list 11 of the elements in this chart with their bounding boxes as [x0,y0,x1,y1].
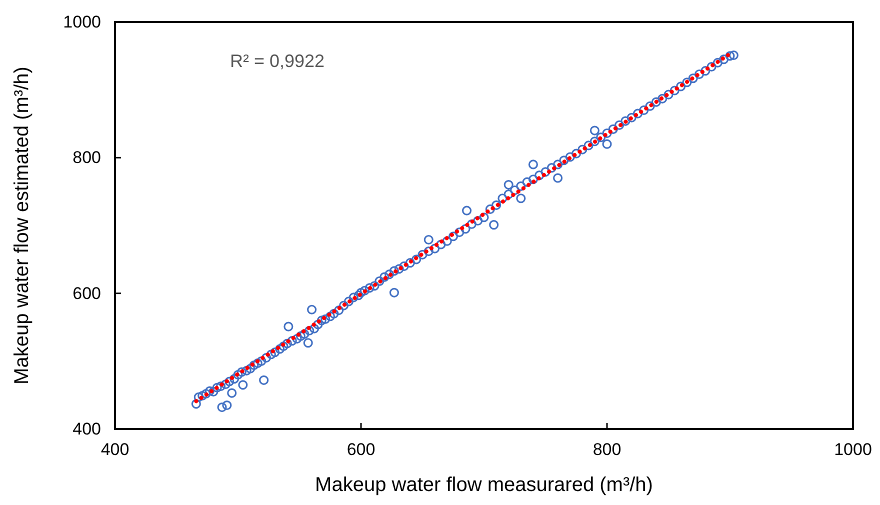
y-tick-label: 400 [72,419,101,438]
x-axis-title: Makeup water flow measurared (m³/h) [315,474,653,496]
y-tick-label: 600 [72,284,101,303]
x-tick-label: 800 [592,440,622,460]
x-tick-label: 1000 [834,440,872,460]
y-tick-label: 800 [72,148,101,168]
annotation: R² = 0,9922 [230,51,325,71]
y-tick-label: 1000 [63,12,101,32]
x-tick-label: 600 [346,440,376,460]
x-tick-label: 400 [100,440,130,460]
y-axis-title: Makeup water flow estimated (m³/h) [11,66,33,384]
